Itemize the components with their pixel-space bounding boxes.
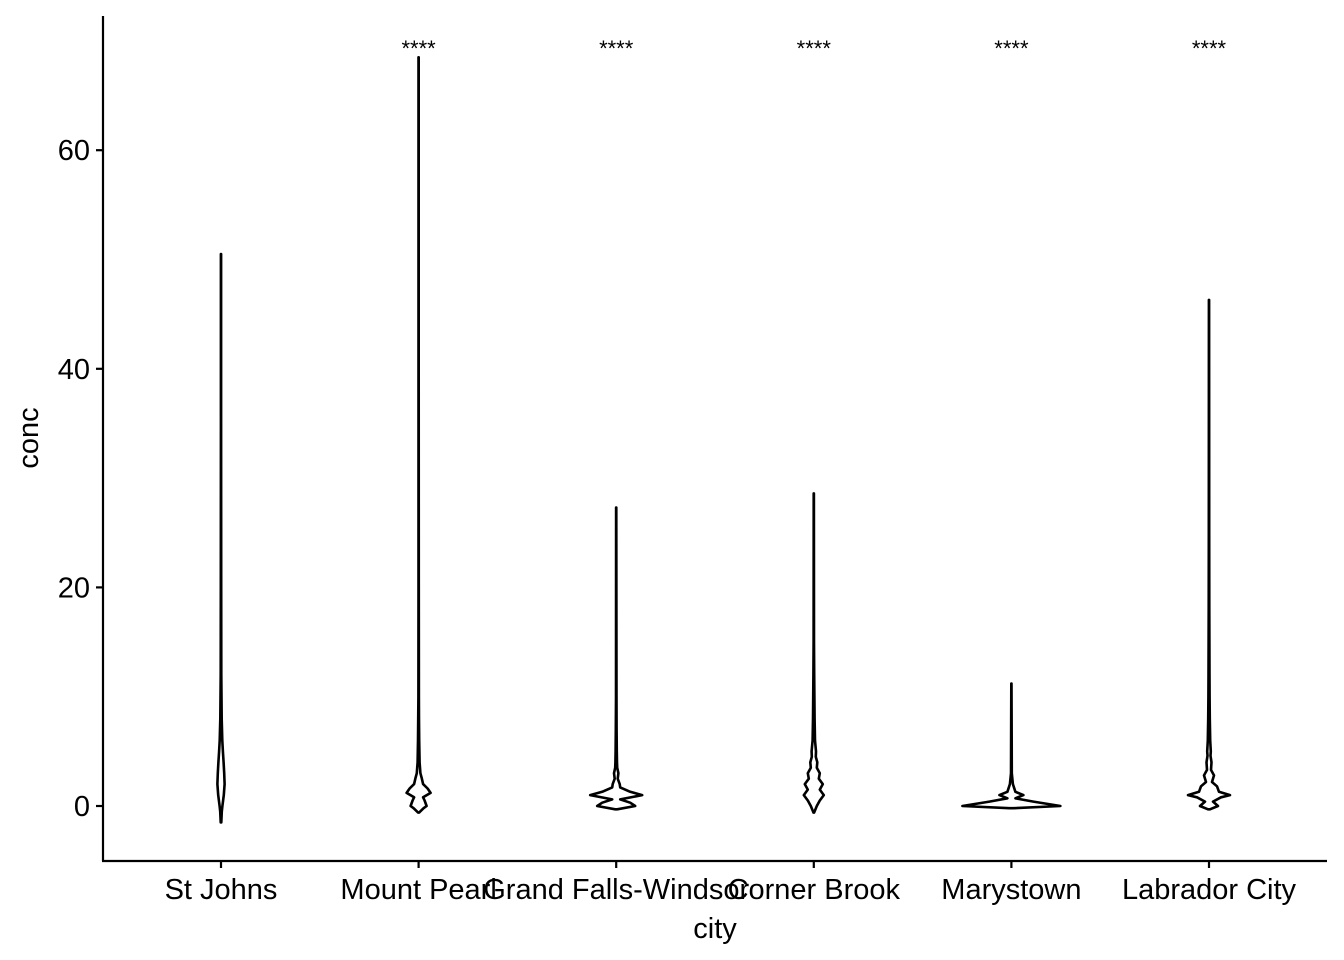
x-tick-label: St Johns [165, 874, 278, 906]
x-axis-title: city [693, 913, 737, 945]
violin-st-johns [216, 252, 226, 824]
violin-marystown [961, 682, 1062, 810]
y-tick-label: 60 [58, 135, 90, 167]
y-axis-ticks: 0 20 40 60 [58, 135, 103, 823]
x-tick-label: Labrador City [1122, 874, 1297, 906]
y-tick-label: 0 [74, 791, 90, 823]
x-tick-label: Marystown [941, 874, 1081, 906]
x-tick-label: Corner Brook [728, 874, 901, 906]
x-tick-label: Grand Falls-Windsor [483, 874, 749, 906]
significance-label: **** [1192, 36, 1227, 61]
violin-grand-falls-windsor [588, 506, 644, 811]
y-axis-title: conc [13, 407, 45, 468]
violin-mount-pearl [405, 56, 432, 814]
significance-labels: **** **** **** **** **** [401, 36, 1226, 61]
significance-label: **** [401, 36, 436, 61]
violin-plot-area [216, 56, 1232, 824]
violin-corner-brook [802, 492, 826, 814]
x-tick-label: Mount Pearl [340, 874, 496, 906]
y-tick-label: 20 [58, 572, 90, 604]
significance-label: **** [994, 36, 1029, 61]
y-tick-label: 40 [58, 354, 90, 386]
significance-label: **** [797, 36, 832, 61]
significance-label: **** [599, 36, 634, 61]
violin-labrador-city [1186, 298, 1232, 811]
